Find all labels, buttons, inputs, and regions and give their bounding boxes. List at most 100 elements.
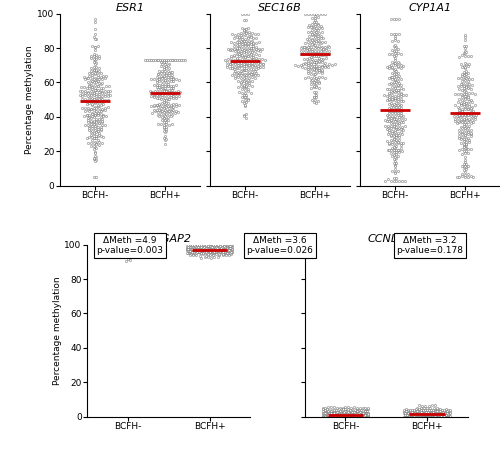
Point xyxy=(199,246,207,254)
Point xyxy=(381,122,389,130)
Point xyxy=(228,64,236,72)
Point xyxy=(310,89,318,96)
Point xyxy=(310,70,318,77)
Point xyxy=(216,249,224,256)
Point xyxy=(330,410,338,417)
Point xyxy=(168,105,176,112)
Point xyxy=(147,251,155,258)
Point xyxy=(321,407,329,414)
Point xyxy=(92,35,100,42)
Point xyxy=(391,67,399,75)
Point xyxy=(340,410,347,417)
Point xyxy=(232,44,240,51)
Point xyxy=(114,246,122,254)
Point xyxy=(104,245,112,252)
Point xyxy=(310,93,318,101)
Point xyxy=(258,45,266,52)
Point xyxy=(394,93,402,101)
Point xyxy=(456,109,464,116)
Point xyxy=(92,119,100,126)
Point xyxy=(462,163,470,170)
Point xyxy=(250,39,258,46)
Point xyxy=(196,241,204,248)
Point xyxy=(310,53,318,60)
Point xyxy=(318,63,326,70)
Point xyxy=(462,160,470,167)
Point xyxy=(358,413,366,420)
Point xyxy=(458,63,466,70)
Point xyxy=(442,413,450,420)
Point xyxy=(466,104,474,111)
Point xyxy=(354,410,362,417)
Point xyxy=(460,122,468,130)
Point xyxy=(245,81,253,88)
Point xyxy=(462,67,470,75)
Point xyxy=(394,119,402,126)
Point xyxy=(307,75,315,82)
Point xyxy=(390,130,398,137)
Point xyxy=(310,63,318,70)
Point xyxy=(156,101,164,109)
Point xyxy=(304,10,312,18)
Point xyxy=(382,111,390,119)
Point xyxy=(310,94,318,101)
Point xyxy=(423,406,431,414)
Point xyxy=(95,64,103,72)
Point xyxy=(188,246,196,253)
Point xyxy=(100,112,108,119)
Point xyxy=(114,249,122,256)
Point xyxy=(456,126,464,134)
Point xyxy=(460,140,468,147)
Point xyxy=(388,69,396,76)
Point xyxy=(414,408,422,415)
Point xyxy=(127,246,135,253)
Point xyxy=(443,408,451,415)
Point xyxy=(318,38,326,45)
Point xyxy=(326,409,334,416)
Point xyxy=(338,413,345,420)
Point xyxy=(92,139,100,146)
Point xyxy=(407,413,415,420)
Point xyxy=(250,35,258,42)
Point xyxy=(90,79,98,86)
Point xyxy=(150,93,158,101)
Point xyxy=(144,57,152,64)
Point xyxy=(461,31,469,39)
Point xyxy=(352,412,360,419)
Point xyxy=(251,75,259,82)
Point xyxy=(311,56,319,63)
Point xyxy=(106,92,114,99)
Point xyxy=(418,413,426,420)
Point xyxy=(246,89,254,96)
Point xyxy=(230,40,238,47)
Point xyxy=(190,241,198,249)
Point xyxy=(462,140,470,148)
Point xyxy=(242,50,250,57)
Point xyxy=(210,248,218,255)
Point xyxy=(91,81,99,88)
Point xyxy=(115,247,123,254)
Point xyxy=(391,112,399,120)
Point xyxy=(91,77,99,84)
Point xyxy=(391,162,399,169)
Point xyxy=(146,248,154,255)
Point xyxy=(390,59,398,67)
Point xyxy=(387,177,395,184)
Point xyxy=(227,245,235,252)
Point xyxy=(162,71,170,78)
Point xyxy=(161,106,169,113)
Point xyxy=(461,37,469,44)
Point xyxy=(222,244,230,251)
Point xyxy=(92,104,100,111)
Point xyxy=(386,62,394,69)
Point xyxy=(192,249,200,256)
Point xyxy=(396,110,404,117)
Point xyxy=(101,96,109,103)
Point xyxy=(94,111,102,118)
Point xyxy=(388,86,396,93)
Point xyxy=(442,406,450,413)
Point xyxy=(132,251,140,259)
Point xyxy=(413,411,421,418)
Point xyxy=(220,246,228,254)
Point xyxy=(180,57,188,64)
